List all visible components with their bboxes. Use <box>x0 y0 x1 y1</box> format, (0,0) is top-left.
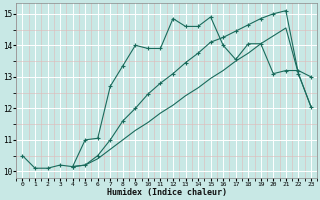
X-axis label: Humidex (Indice chaleur): Humidex (Indice chaleur) <box>107 188 227 197</box>
